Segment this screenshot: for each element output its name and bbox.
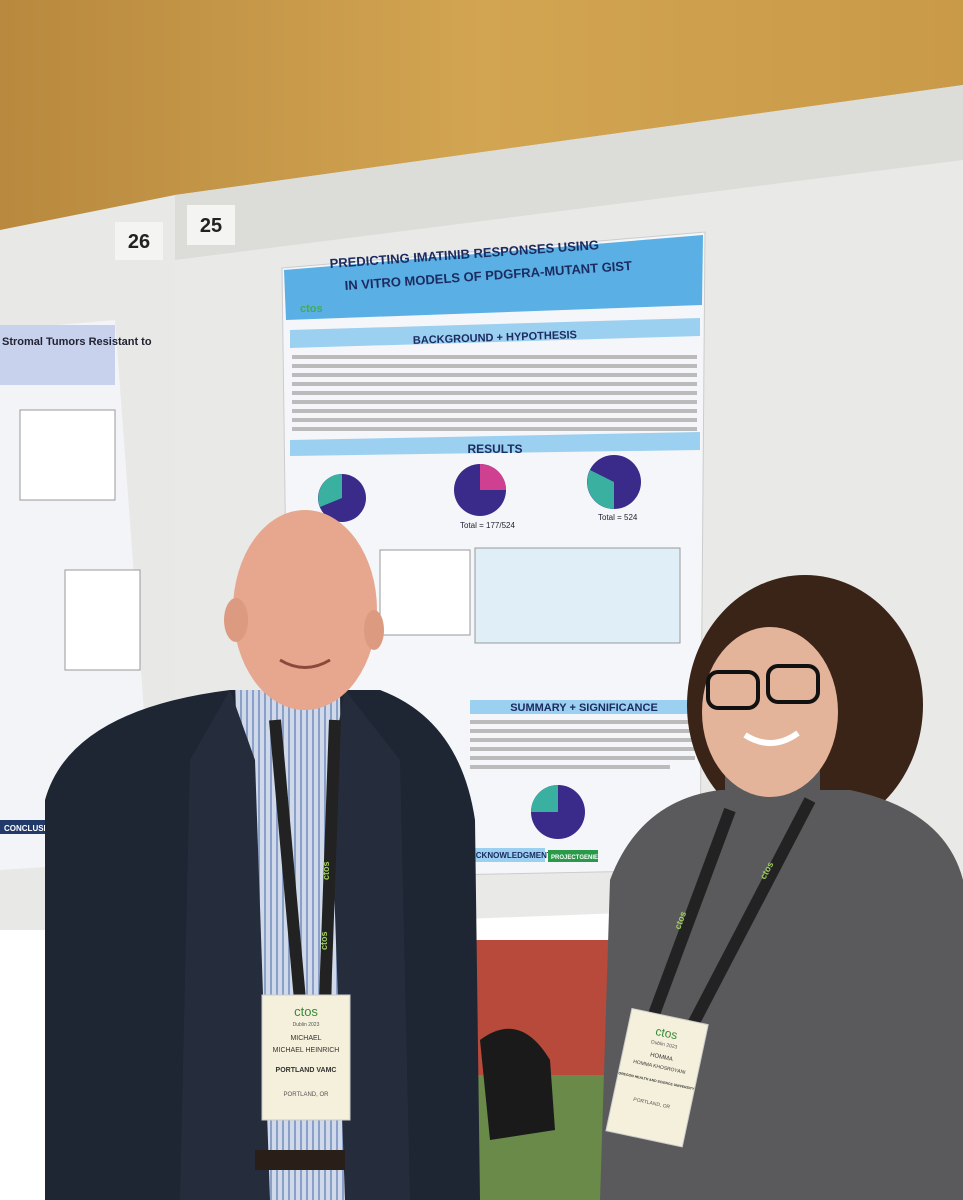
backpack	[480, 1028, 555, 1140]
left-figure	[19, 409, 116, 501]
badge-first-name: HOMMA	[649, 1052, 673, 1063]
badge-group: ctos Dublin 2023 HOMMA HOMMA KHOSROYANI …	[605, 1007, 709, 1148]
pie-figure	[480, 464, 506, 490]
lanyard	[319, 719, 341, 1001]
left-figure	[64, 569, 141, 671]
table-panel	[474, 547, 681, 644]
ear	[364, 610, 384, 650]
lapel	[180, 690, 270, 1200]
section-heading: BACKGROUND + HYPOTHESIS	[413, 329, 577, 347]
badge-event: Dublin 2023	[650, 1039, 678, 1050]
badge-name: MICHAEL HEINRICH	[273, 1047, 340, 1054]
glasses	[706, 670, 760, 710]
left-conclusions-bar	[0, 820, 55, 834]
smile	[279, 658, 331, 669]
badge-first-name: MICHAEL	[290, 1035, 321, 1042]
board-label	[115, 222, 163, 260]
figure-panel	[379, 549, 471, 636]
pie-figure	[587, 470, 614, 509]
footer-logo-bg	[548, 850, 598, 862]
badge	[261, 994, 351, 1121]
lanyard	[684, 797, 816, 1033]
lanyard-logo: ctos	[319, 931, 329, 950]
face	[233, 510, 377, 710]
pie-figure	[531, 785, 558, 812]
lanyard	[269, 719, 306, 1001]
badge-org: PORTLAND VAMC	[276, 1067, 337, 1074]
poster-logo: ctos	[300, 303, 323, 315]
face	[702, 627, 838, 797]
poster-header	[284, 235, 703, 320]
badge-city: PORTLAND, OR	[284, 1092, 330, 1098]
glasses	[766, 664, 820, 704]
section-bar	[290, 318, 700, 348]
left-conclusions: CONCLUSIONS	[4, 824, 64, 833]
section-heading: SUMMARY + SIGNIFICANCE	[510, 702, 658, 714]
left-poster-title: Stromal Tumors Resistant to	[2, 336, 152, 348]
lanyard-logo: ctos	[321, 861, 331, 880]
body-text	[292, 355, 697, 431]
section-bar	[465, 848, 545, 862]
body-text	[470, 720, 695, 769]
board-frame	[175, 85, 963, 260]
badge-logo: ctos	[294, 1004, 318, 1019]
smile	[743, 730, 800, 746]
ear	[224, 598, 248, 642]
badge	[605, 1007, 709, 1148]
badge-logo: ctos	[654, 1024, 678, 1042]
board-label	[187, 205, 235, 245]
badge-event: Dublin 2023	[293, 1022, 320, 1028]
section-heading: RESULTS	[467, 442, 522, 456]
board-number: 25	[200, 215, 222, 237]
section-bar	[290, 432, 700, 456]
board-number: 26	[128, 231, 150, 253]
section-bar	[470, 700, 698, 714]
pie-total: Total = 177/524	[460, 521, 515, 530]
pie-figure	[318, 474, 342, 507]
footer-logo: PROJECTGENIE	[551, 855, 598, 861]
lanyard	[644, 807, 736, 1028]
pie-total: Total = 524	[598, 513, 638, 522]
section-heading: ACKNOWLEDGMENTS	[470, 851, 558, 860]
belt	[255, 1150, 345, 1170]
left-poster-header	[0, 325, 115, 385]
